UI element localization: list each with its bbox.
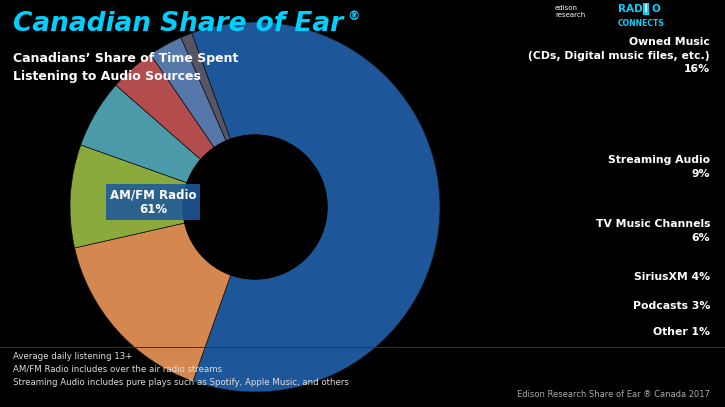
Text: Streaming Audio
9%: Streaming Audio 9%	[608, 155, 710, 179]
Text: TV Music Channels
6%: TV Music Channels 6%	[595, 219, 710, 243]
Wedge shape	[70, 145, 187, 248]
Text: Average daily listening 13+
AM/FM Radio includes over the air radio streams
Stre: Average daily listening 13+ AM/FM Radio …	[13, 352, 349, 387]
Wedge shape	[151, 37, 226, 148]
Text: I: I	[644, 4, 648, 14]
Text: O: O	[651, 4, 660, 14]
Text: ®: ®	[347, 10, 360, 23]
Wedge shape	[80, 85, 201, 183]
Wedge shape	[181, 33, 231, 141]
Wedge shape	[75, 223, 231, 381]
Wedge shape	[191, 22, 440, 392]
Text: CONNECTS: CONNECTS	[618, 19, 665, 28]
Text: RAD: RAD	[618, 4, 642, 14]
Text: SiriusXM 4%: SiriusXM 4%	[634, 272, 710, 282]
Text: Edison Research Share of Ear ® Canada 2017: Edison Research Share of Ear ® Canada 20…	[517, 390, 710, 399]
Text: Canadian Share of Ear: Canadian Share of Ear	[13, 11, 343, 37]
Wedge shape	[116, 55, 215, 160]
Circle shape	[183, 135, 327, 279]
Text: Other 1%: Other 1%	[653, 327, 710, 337]
Text: Canadians’ Share of Time Spent
Listening to Audio Sources: Canadians’ Share of Time Spent Listening…	[13, 52, 239, 83]
Text: edison
research: edison research	[555, 5, 585, 18]
Text: AM/FM Radio
61%: AM/FM Radio 61%	[109, 188, 196, 216]
Text: Podcasts 3%: Podcasts 3%	[633, 301, 710, 311]
Text: Owned Music
(CDs, Digital music files, etc.)
16%: Owned Music (CDs, Digital music files, e…	[529, 37, 710, 74]
